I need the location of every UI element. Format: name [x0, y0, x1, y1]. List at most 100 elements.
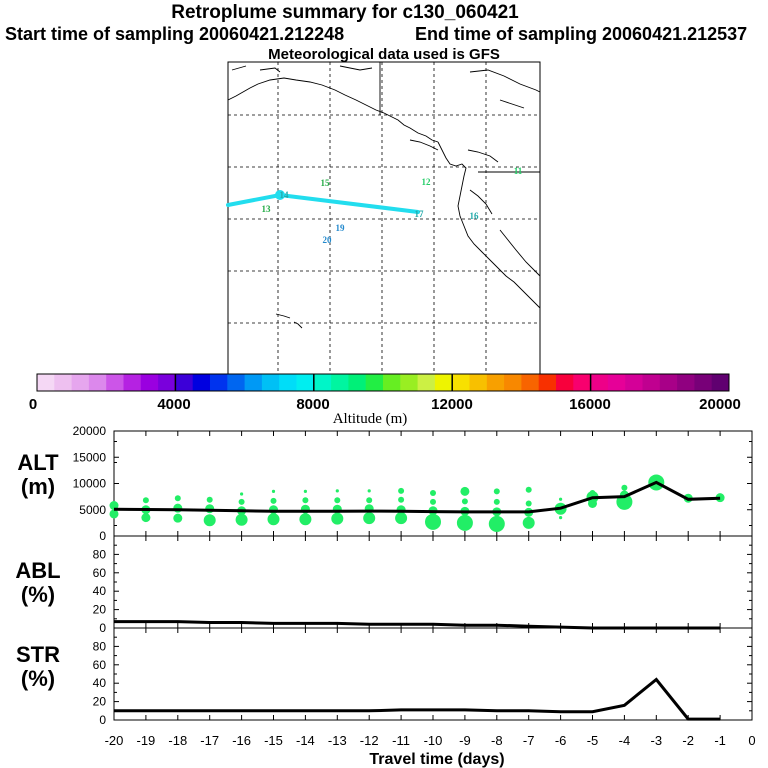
alt-point: [522, 516, 535, 529]
x-tick-label: -18: [168, 733, 187, 748]
alt-point: [299, 513, 312, 526]
alt-point: [303, 489, 307, 493]
colorbar-cell: [711, 374, 730, 391]
colorbar-cell: [573, 374, 592, 391]
y-tick-label: 0: [99, 621, 106, 635]
alt-point: [238, 498, 245, 505]
panel-unit: (%): [21, 582, 55, 607]
release-point: [275, 190, 285, 200]
alt-point: [335, 489, 339, 493]
colorbar-cell: [556, 374, 574, 391]
alt-point: [235, 513, 248, 526]
end-time-label: End time of sampling 20060421.212537: [415, 24, 748, 44]
colorbar-cell: [625, 374, 643, 391]
map-day-label: 15: [321, 178, 331, 188]
x-tick-label: -20: [105, 733, 124, 748]
start-time-label: Start time of sampling 20060421.212248: [5, 24, 345, 44]
y-tick-label: 5000: [79, 503, 106, 517]
alt-point: [425, 513, 441, 530]
alt-point: [525, 486, 532, 493]
colorbar-cell: [365, 374, 384, 391]
y-tick-label: 20000: [73, 424, 107, 438]
colorbar-cell: [677, 374, 695, 391]
x-tick-label: -13: [328, 733, 347, 748]
y-tick-label: 20: [93, 603, 107, 617]
colorbar-cell: [88, 374, 107, 391]
x-tick-label: -3: [651, 733, 663, 748]
alt-point: [109, 509, 119, 519]
colorbar-cell: [659, 374, 678, 391]
map-day-label: 19: [336, 223, 346, 233]
colorbar-cell: [331, 374, 349, 391]
colorbar-cell: [642, 374, 661, 391]
alt-point: [488, 515, 505, 532]
alt-point: [588, 498, 597, 508]
alt-point: [559, 497, 563, 501]
colorbar-cell: [175, 374, 194, 391]
panel-label: ALT: [17, 450, 59, 475]
alt-point: [715, 493, 725, 503]
map-day-label: 14: [280, 190, 290, 200]
alt-point: [621, 484, 628, 491]
alt-point: [269, 505, 278, 515]
x-tick-label: -6: [555, 733, 567, 748]
x-tick-label: -10: [424, 733, 443, 748]
colorbar-cell: [71, 374, 90, 391]
alt-point: [174, 495, 181, 502]
alt-point: [302, 497, 309, 504]
colorbar-tick-label: 0: [29, 396, 37, 413]
colorbar-cell: [296, 374, 315, 391]
x-tick-label: -2: [682, 733, 694, 748]
y-tick-label: 60: [93, 566, 107, 580]
alt-point: [367, 489, 371, 493]
y-tick-label: 0: [99, 529, 106, 543]
y-tick-label: 20: [93, 695, 107, 709]
alt-point: [141, 513, 151, 523]
colorbar-cell: [244, 374, 263, 391]
str-line: [114, 677, 721, 721]
x-tick-label: -7: [523, 733, 535, 748]
colorbar-cell: [192, 374, 211, 391]
y-tick-label: 80: [93, 547, 107, 561]
alt-point: [456, 514, 473, 531]
met-data-label: Meteorological data used is GFS: [268, 46, 500, 63]
colorbar-cell: [607, 374, 626, 391]
colorbar-cell: [54, 374, 73, 391]
x-tick-label: -9: [459, 733, 471, 748]
y-tick-label: 60: [93, 658, 107, 672]
colorbar-tick-label: 4000: [157, 396, 190, 413]
colorbar-cell: [521, 374, 540, 391]
chart-title: Retroplume summary for c130_060421: [171, 2, 519, 23]
alt-point: [173, 513, 183, 523]
y-tick-label: 40: [93, 676, 107, 690]
alt-point: [205, 504, 215, 514]
alt-point: [398, 487, 405, 494]
alt-point: [240, 492, 244, 496]
y-tick-label: 80: [93, 639, 107, 653]
alt-point: [366, 497, 373, 504]
alt-point: [363, 512, 376, 525]
x-tick-label: -14: [296, 733, 315, 748]
colorbar-cell: [538, 374, 557, 391]
colorbar-cell: [37, 374, 55, 391]
colorbar-cell: [210, 374, 228, 391]
alt-point: [395, 512, 408, 525]
x-tick-label: -16: [232, 733, 251, 748]
map-frame: [227, 61, 541, 375]
colorbar-cell: [313, 374, 332, 391]
colorbar-cell: [590, 374, 609, 391]
colorbar-cell: [469, 374, 488, 391]
colorbar-cell: [140, 374, 159, 391]
alt-point: [460, 486, 470, 496]
colorbar-cell: [486, 374, 505, 391]
colorbar-cell: [383, 374, 401, 391]
panel-label: ABL: [15, 558, 60, 583]
x-tick-label: -19: [137, 733, 156, 748]
colorbar-cell: [417, 374, 436, 391]
time-series-panels: 05000100001500020000ALT(m)020406080ABL(%…: [15, 424, 755, 768]
panel-unit: (%): [21, 666, 55, 691]
colorbar-cell: [400, 374, 419, 391]
